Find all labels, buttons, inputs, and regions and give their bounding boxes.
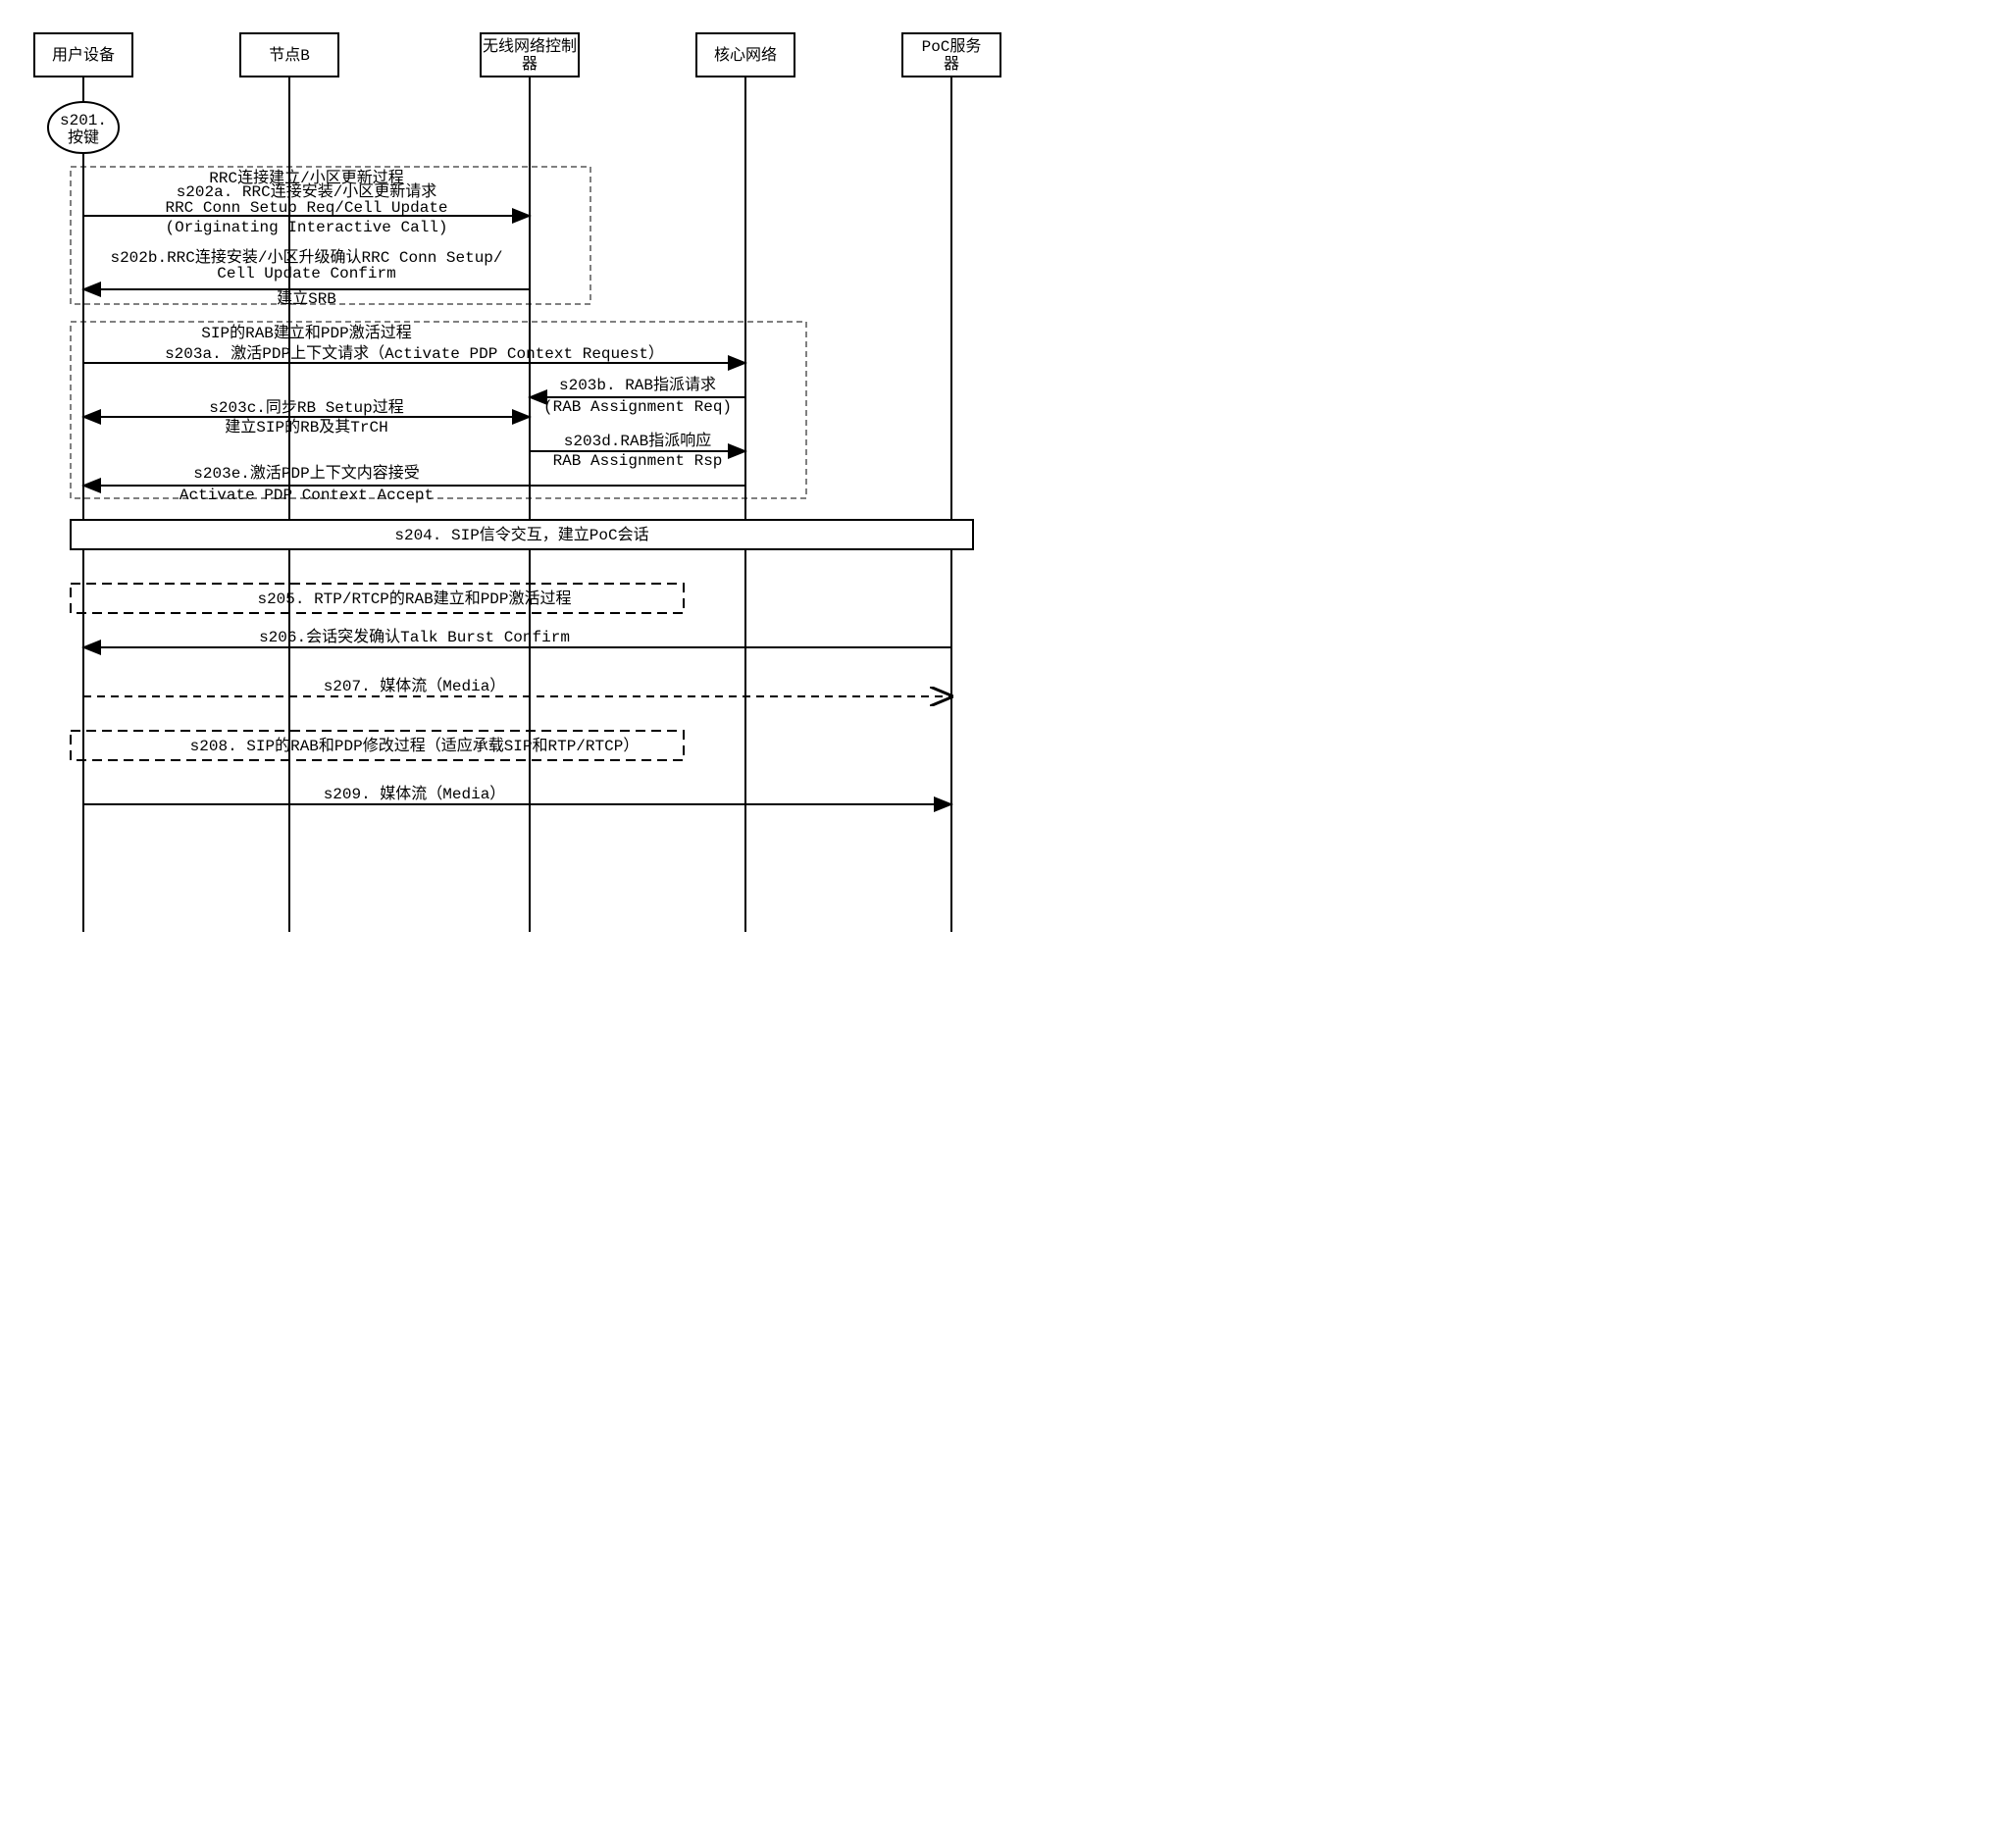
s203a-text: s203a. 激活PDP上下文请求（Activate PDP Context R… xyxy=(165,344,664,363)
svg-text:器: 器 xyxy=(522,55,538,74)
block-s202: RRC连接建立/小区更新过程 s202a. RRC连接安装/小区更新请求 RRC… xyxy=(71,167,590,308)
s201-line2: 按键 xyxy=(68,128,99,147)
s201-line1: s201. xyxy=(60,112,107,129)
s206-text: s206.会话突发确认Talk Burst Confirm xyxy=(259,628,570,646)
svg-text:用户设备: 用户设备 xyxy=(52,46,115,65)
s203d-line2: RAB Assignment Rsp xyxy=(553,452,723,470)
svg-text:PoC服务: PoC服务 xyxy=(922,37,982,56)
block-s203: SIP的RAB建立和PDP激活过程 s203a. 激活PDP上下文请求（Acti… xyxy=(71,322,806,504)
s203e-line1: s203e.激活PDP上下文内容接受 xyxy=(193,464,419,483)
s203c-line2: 建立SIP的RB及其TrCH xyxy=(225,418,387,436)
s203e-line2: Activate PDP Context Accept xyxy=(179,487,434,504)
s207-text: s207. 媒体流（Media） xyxy=(324,677,506,695)
s203b-line1: s203b. RAB指派请求 xyxy=(559,376,716,394)
sequence-diagram: 用户设备节点B无线网络控制器核心网络PoC服务器 s201. 按键 RRC连接建… xyxy=(20,20,1020,942)
s203-title: SIP的RAB建立和PDP激活过程 xyxy=(201,324,411,342)
s202b-line2: Cell Update Confirm xyxy=(217,265,395,282)
s205-text: s205. RTP/RTCP的RAB建立和PDP激活过程 xyxy=(257,590,571,608)
s209-text: s209. 媒体流（Media） xyxy=(324,785,506,803)
svg-text:节点B: 节点B xyxy=(269,46,310,65)
s202a-line2: RRC Conn Setup Req/Cell Update xyxy=(165,199,447,217)
step-s201: s201. 按键 xyxy=(48,102,119,153)
s203b-line2: (RAB Assignment Req) xyxy=(543,398,732,416)
svg-text:核心网络: 核心网络 xyxy=(714,45,777,65)
s202a-line3: (Originating Interactive Call) xyxy=(165,219,447,236)
s202b-line3: 建立SRB xyxy=(277,289,336,308)
block-s205: s205. RTP/RTCP的RAB建立和PDP激活过程 xyxy=(71,584,684,613)
s208-text: s208. SIP的RAB和PDP修改过程（适应承载SIP和RTP/RTCP） xyxy=(190,736,640,755)
svg-text:无线网络控制: 无线网络控制 xyxy=(483,36,577,56)
block-s204: s204. SIP信令交互，建立PoC会话 xyxy=(71,520,973,549)
s203c-line1: s203c.同步RB Setup过程 xyxy=(209,398,403,417)
s204-text: s204. SIP信令交互，建立PoC会话 xyxy=(394,526,648,544)
block-s208: s208. SIP的RAB和PDP修改过程（适应承载SIP和RTP/RTCP） xyxy=(71,731,684,760)
svg-text:器: 器 xyxy=(944,55,959,74)
s203d-line1: s203d.RAB指派响应 xyxy=(564,431,711,450)
